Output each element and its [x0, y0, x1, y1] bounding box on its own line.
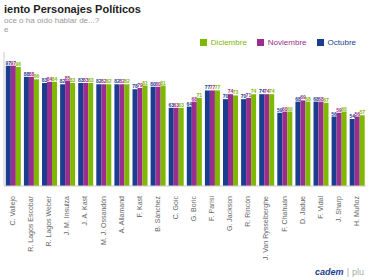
svg-text:60: 60 [341, 106, 347, 112]
svg-text:77: 77 [209, 84, 216, 91]
svg-text:63: 63 [173, 101, 179, 108]
svg-text:68: 68 [191, 95, 198, 102]
svg-text:83: 83 [88, 77, 94, 83]
svg-text:59: 59 [336, 106, 342, 113]
svg-text:63: 63 [168, 101, 174, 108]
svg-text:B. Sánchez: B. Sánchez [154, 196, 161, 232]
svg-text:82: 82 [96, 78, 102, 85]
svg-text:67: 67 [323, 97, 329, 103]
svg-text:64: 64 [186, 100, 193, 107]
svg-text:82: 82 [101, 78, 107, 85]
svg-text:74: 74 [269, 88, 275, 94]
svg-text:68: 68 [313, 95, 319, 102]
svg-text:84: 84 [46, 75, 53, 82]
svg-text:F. Vidal: F. Vidal [317, 196, 324, 219]
svg-text:77: 77 [204, 84, 211, 91]
svg-text:79: 79 [137, 82, 143, 88]
svg-text:57: 57 [359, 109, 362, 115]
svg-text:74: 74 [251, 88, 257, 94]
html-text:oce o ha oído hablar de...?: oce o ha oído hablar de...? [4, 16, 100, 25]
svg-text:D. Jadue: D. Jadue [299, 196, 306, 224]
svg-text:R. Lagos Weber: R. Lagos Weber [45, 195, 53, 246]
svg-text:G. Boric: G. Boric [190, 196, 197, 222]
svg-text:63: 63 [178, 102, 184, 108]
svg-text:J. Sharp: J. Sharp [335, 196, 343, 222]
svg-text:54: 54 [349, 113, 355, 119]
html-text:cadem | plu: cadem | plu [315, 267, 364, 277]
svg-text:70: 70 [222, 93, 229, 100]
svg-text:70: 70 [240, 93, 247, 100]
svg-text:C. Vallejo: C. Vallejo [9, 196, 17, 226]
svg-text:59: 59 [277, 106, 283, 113]
svg-text:80: 80 [155, 80, 161, 87]
svg-text:60: 60 [282, 105, 288, 112]
svg-text:J. Van Rysselberghe: J. Van Rysselberghe [262, 196, 270, 260]
svg-text:68: 68 [318, 95, 324, 102]
svg-text:R. Rincón: R. Rincón [244, 196, 251, 227]
svg-text:J. A. Kast: J. A. Kast [81, 196, 88, 226]
html-text:Octubre: Octubre [327, 38, 356, 47]
svg-text:81: 81 [160, 80, 166, 86]
svg-text:82: 82 [124, 78, 130, 84]
svg-text:96: 96 [16, 61, 22, 67]
svg-text:82: 82 [106, 78, 112, 84]
svg-text:G. Jackson: G. Jackson [226, 196, 233, 231]
svg-text:82: 82 [119, 78, 125, 85]
html-text:e: e [4, 25, 9, 34]
svg-text:83: 83 [77, 77, 84, 83]
svg-text:80: 80 [150, 80, 156, 87]
svg-text:M. J. Ossandón: M. J. Ossandón [100, 196, 107, 245]
svg-text:73: 73 [233, 89, 239, 95]
svg-text:78: 78 [132, 83, 138, 90]
svg-text:F. Parisi: F. Parisi [208, 196, 215, 221]
svg-text:83: 83 [82, 77, 89, 83]
svg-text:J. M. Insulza: J. M. Insulza [63, 196, 70, 235]
svg-text:68: 68 [305, 96, 311, 102]
html-text:Noviembre: Noviembre [267, 38, 307, 47]
svg-text:H. Muñoz: H. Muñoz [353, 196, 360, 226]
svg-text:69: 69 [300, 94, 306, 101]
svg-text:74: 74 [258, 88, 265, 95]
svg-text:81: 81 [142, 80, 148, 86]
svg-text:83: 83 [41, 77, 48, 83]
svg-text:85: 85 [64, 74, 71, 81]
svg-text:71: 71 [245, 91, 252, 98]
svg-text:68: 68 [295, 95, 301, 102]
svg-text:83: 83 [70, 77, 76, 83]
svg-text:R. Lagos Escobar: R. Lagos Escobar [27, 195, 35, 251]
svg-text:88: 88 [23, 70, 30, 77]
svg-text:82: 82 [114, 78, 120, 85]
svg-text:74: 74 [227, 88, 234, 95]
html-text:Diciembre: Diciembre [210, 38, 247, 47]
svg-text:56: 56 [354, 110, 360, 117]
svg-text:A. Allamand: A. Allamand [118, 196, 125, 233]
svg-text:88: 88 [28, 70, 35, 77]
svg-text:86: 86 [34, 73, 40, 79]
svg-text:60: 60 [287, 106, 293, 112]
svg-text:82: 82 [59, 78, 66, 85]
html-text:iento Personajes Políticos: iento Personajes Políticos [4, 3, 141, 15]
svg-text:56: 56 [331, 110, 337, 117]
svg-text:F. Kast: F. Kast [136, 196, 143, 217]
svg-text:F. Chahuán: F. Chahuán [281, 196, 288, 232]
svg-text:71: 71 [197, 92, 203, 98]
svg-text:74: 74 [263, 88, 270, 95]
svg-text:77: 77 [215, 84, 221, 90]
svg-text:84: 84 [52, 76, 58, 82]
svg-text:C. Goic: C. Goic [172, 196, 179, 220]
